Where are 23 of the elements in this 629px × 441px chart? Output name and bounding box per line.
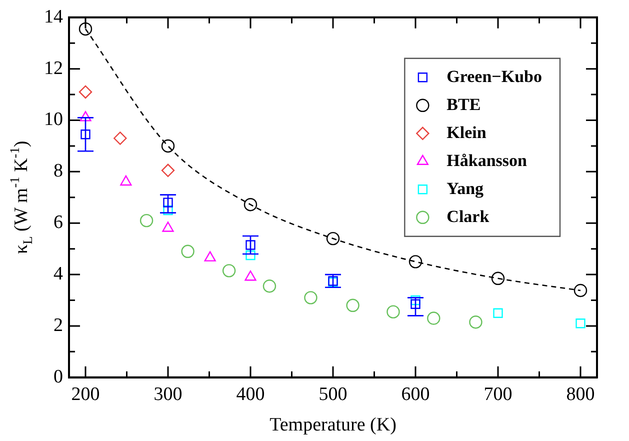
y-tick-label: 14 (44, 6, 64, 28)
legend-label: Yang (446, 178, 484, 198)
legend-label: Klein (446, 122, 487, 142)
y-axis-title: κL (W m-1 K-1) (6, 140, 36, 254)
x-tick-label: 500 (318, 384, 348, 405)
legend-label: Håkansson (446, 150, 528, 170)
x-axis-title: Temperature (K) (270, 414, 396, 436)
x-tick-label: 200 (71, 384, 100, 405)
legend-label: Green−Kubo (446, 66, 542, 86)
y-tick-label: 12 (44, 58, 63, 79)
x-tick-label: 300 (154, 384, 182, 405)
y-tick-label: 6 (54, 212, 63, 234)
legend-label: BTE (446, 94, 481, 114)
y-tick-label: 8 (54, 160, 63, 182)
x-tick-label: 700 (484, 384, 512, 405)
y-tick-label: 0 (54, 366, 63, 388)
legend-label: Clark (446, 206, 490, 226)
x-tick-label: 800 (566, 384, 595, 405)
x-tick-label: 600 (401, 384, 430, 405)
y-tick-label: 10 (44, 109, 63, 130)
y-tick-label: 2 (54, 314, 63, 336)
x-tick-label: 400 (236, 384, 265, 405)
y-tick-label: 4 (54, 264, 64, 285)
